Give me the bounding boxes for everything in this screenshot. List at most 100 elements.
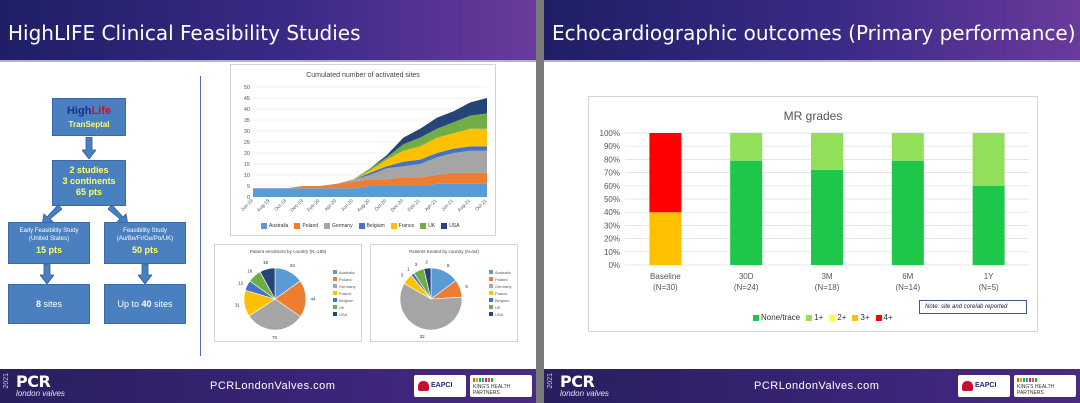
pie-legend-item: Belgium	[489, 297, 511, 304]
legend-label: Poland	[339, 277, 352, 282]
legend-label: Belgium	[495, 298, 510, 303]
area-y-tick: 40	[244, 107, 250, 113]
legend-swatch	[489, 270, 493, 274]
area-y-tick: 30	[244, 129, 250, 135]
legend-swatch	[806, 314, 813, 321]
mr-grades-chart: 0% 10% 20% 30% 40% 50% 60% 70% 80% 90% 100% Baselin…	[600, 129, 1029, 292]
pie-enrolment-legend: Australia Poland Germany France Belgium UK USA	[333, 269, 355, 318]
sites-right-prefix: Up to	[117, 299, 139, 309]
pie-data-label: 5	[465, 284, 468, 289]
bar-y-tick: 80%	[604, 155, 620, 164]
legend-item-poland: Poland	[294, 223, 318, 229]
pie-legend-item: Poland	[489, 276, 511, 283]
left-slide-title: HighLIFE Clinical Feasibility Studies	[8, 21, 361, 45]
pie-data-label: 2	[425, 259, 428, 264]
legend-swatch	[441, 223, 448, 229]
mr-grades-chart-panel: MR grades 0% 10% 20% 30% 40% 50% 60% 70% 80% 90% 1…	[588, 96, 1038, 332]
area-chart-title: Cumulated number of activated sites	[306, 72, 420, 79]
bar-x-n-label: (N=30)	[653, 283, 678, 292]
pie-legend-item: Germany	[489, 283, 511, 290]
bar-y-tick: 70%	[604, 169, 620, 178]
pie-legend-item: Australia	[489, 269, 511, 276]
pcr-logo: PCR	[560, 372, 595, 391]
pie-enrolment-chart: 34 44 70 31 12 16 18	[235, 260, 316, 340]
pie-slice-usa	[259, 267, 276, 300]
bar-x-label: 3M	[821, 272, 832, 281]
down-arrow-left-icon	[40, 264, 54, 284]
pie-data-label: 32	[420, 334, 426, 339]
legend-item-4-: 4+	[875, 313, 893, 322]
eapci-logo: EAPCI	[958, 375, 1010, 397]
legend-item-uk: UK	[420, 223, 435, 229]
bar-segment-3m-none-trace	[811, 169, 843, 265]
legend-item-3-: 3+	[852, 313, 870, 322]
pie-data-label: 1	[407, 267, 410, 272]
legend-label: Poland	[302, 223, 319, 229]
right-title-bar: Echocardiographic outcomes (Primary perf…	[544, 0, 1080, 62]
sites-left-box: 8 sites	[8, 284, 90, 324]
footer-url-link[interactable]: PCRLondonValves.com	[754, 380, 880, 392]
legend-label: France	[398, 223, 415, 229]
legend-swatch	[333, 305, 337, 309]
left-footer: 2021 PCR london valves PCRLondonValves.c…	[0, 369, 536, 403]
feasibility-study-title: Feasibility Study	[123, 228, 167, 234]
area-x-tick: Oct-20	[374, 198, 389, 213]
legend-item-1-: 1+	[806, 313, 823, 322]
area-series-australia	[253, 183, 487, 197]
bar-y-tick: 30%	[604, 221, 620, 230]
sites-right-box: Up to 40 sites	[104, 284, 186, 324]
bar-segment-1y-1-	[972, 133, 1005, 186]
pie-legend-item: UK	[489, 304, 511, 311]
legend-swatch	[333, 270, 337, 274]
legend-swatch	[489, 277, 493, 281]
legend-swatch	[852, 314, 859, 321]
pie-legend-item: France	[489, 290, 511, 297]
footer-year: 2021	[3, 373, 10, 389]
legend-label: Poland	[495, 277, 508, 282]
bar-y-tick: 40%	[604, 208, 620, 217]
bar-segment-6m-1-	[891, 133, 924, 161]
pie-legend-item: Belgium	[333, 297, 355, 304]
pie-treated-title: Patients treated by country (N=54)	[408, 249, 480, 254]
mr-grades-legend: None/trace 1+ 2+ 3+ 4+	[753, 313, 899, 323]
summary-continents: 3 continents	[62, 176, 116, 186]
legend-swatch	[420, 223, 427, 229]
legend-swatch	[489, 312, 493, 316]
legend-label: Australia	[495, 270, 511, 275]
legend-label: UK	[495, 305, 501, 310]
summary-studies: 2 studies	[69, 165, 109, 175]
legend-swatch	[489, 284, 493, 288]
legend-label: 1+	[814, 313, 824, 322]
legend-swatch	[489, 305, 493, 309]
eapci-logo-text: EAPCI	[431, 382, 453, 389]
bar-x-n-label: (N=14)	[895, 283, 920, 292]
pie-legend-item: USA	[333, 311, 355, 318]
logo-life-text: Life	[91, 105, 111, 117]
legend-label: 3+	[860, 313, 870, 322]
legend-label: Belgium	[339, 298, 354, 303]
area-x-tick: Aug-20	[356, 198, 371, 213]
legend-label: UK	[428, 223, 436, 229]
sites-right-number: 40	[141, 299, 152, 309]
area-y-tick: 50	[244, 85, 250, 91]
logo-transeptal-text: TranSeptal	[68, 120, 110, 129]
area-x-tick: Aug-19	[256, 198, 271, 213]
footer-year: 2021	[547, 373, 554, 389]
pie-data-label: 12	[238, 280, 244, 285]
area-y-tick: 35	[244, 118, 250, 124]
footer-url-link[interactable]: PCRLondonValves.com	[210, 380, 336, 392]
area-x-tick: Jun-21	[440, 198, 455, 213]
pcr-logo-subtitle: london valves	[16, 389, 65, 398]
legend-swatch	[333, 312, 337, 316]
eapci-logo-text: EAPCI	[975, 382, 997, 389]
pie-data-label: 8	[447, 263, 450, 268]
bar-segment-3m-1-	[811, 133, 843, 170]
area-y-tick: 5	[247, 184, 250, 190]
area-y-tick: 0	[247, 195, 250, 201]
legend-item-australia: Australia	[261, 223, 288, 229]
area-series-germany	[253, 150, 487, 189]
pcr-logo-subtitle: london valves	[560, 389, 609, 398]
kings-logo-text: KING'S HEALTH PARTNERS	[1017, 384, 1055, 396]
area-y-tick: 15	[244, 162, 250, 168]
